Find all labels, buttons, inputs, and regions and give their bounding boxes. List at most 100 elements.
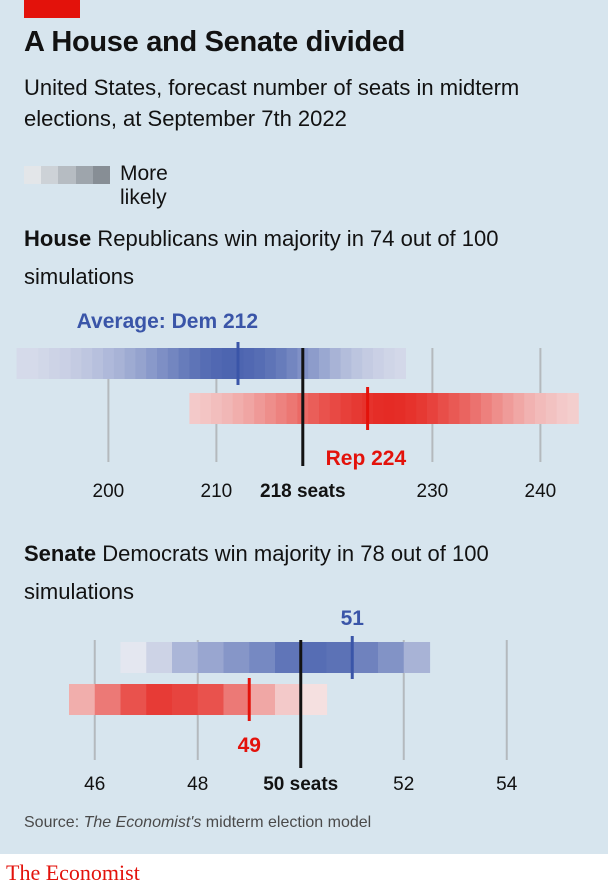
probability-cell-dem [403, 642, 431, 673]
probability-cell-dem [383, 348, 396, 379]
probability-cell-rep [351, 393, 363, 424]
probability-cell-rep [275, 393, 288, 424]
probability-cell-rep [556, 393, 568, 424]
probability-cell-dem [70, 348, 82, 379]
probability-cell-rep [535, 393, 547, 424]
average-label-rep: Rep 224 [326, 447, 407, 470]
probability-cell-dem [178, 348, 190, 379]
probability-cell-dem [211, 348, 223, 379]
probability-cell-rep [232, 393, 244, 424]
probability-cell-dem [81, 348, 93, 379]
probability-cell-dem [38, 348, 50, 379]
probability-cell-dem [254, 348, 266, 379]
senate-chamber-label: Senate [24, 541, 97, 566]
probability-cell-rep [69, 684, 96, 715]
x-tick-label: 230 [417, 481, 449, 502]
probability-cell-dem [27, 348, 39, 379]
average-label-rep: 49 [238, 734, 261, 757]
brand-red-tag [24, 0, 80, 18]
probability-cell-rep [319, 393, 331, 424]
probability-cell-rep [94, 684, 122, 715]
probability-cell-dem [146, 348, 158, 379]
probability-cell-dem [120, 642, 147, 673]
probability-cell-dem [167, 348, 180, 379]
majority-label: 218 seats [260, 481, 346, 502]
probability-cell-dem [59, 348, 72, 379]
brand-wordmark: The Economist [6, 860, 140, 885]
probability-cell-dem [265, 348, 277, 379]
probability-cell-dem [92, 348, 104, 379]
probability-cell-rep [513, 393, 525, 424]
probability-cell-dem [319, 348, 331, 379]
legend-swatch [24, 166, 42, 184]
probability-cell-rep [197, 684, 225, 715]
legend-gradient-swatches [24, 166, 111, 184]
probability-cell-dem [394, 348, 406, 379]
probability-cell-dem [221, 348, 234, 379]
x-tick-label: 240 [525, 481, 557, 502]
probability-cell-rep [189, 393, 201, 424]
source-italic: The Economist's [83, 814, 202, 831]
senate-headline: Democrats win majority in 78 out of 100 … [24, 541, 489, 604]
source-suffix: midterm election model [201, 814, 372, 831]
probability-cell-rep [481, 393, 493, 424]
probability-cell-rep [275, 684, 302, 715]
probability-cell-rep [459, 393, 471, 424]
probability-cell-rep [223, 684, 250, 715]
probability-cell-rep [491, 393, 504, 424]
probability-cell-rep [567, 393, 579, 424]
probability-cell-rep [427, 393, 439, 424]
house-seat-distribution-chart: 200 210 230 240 Average: Dem 212 Rep 224 218 s… [16, 310, 579, 502]
probability-cell-dem [16, 348, 28, 379]
chart-card: A House and Senate divided United States… [0, 0, 608, 854]
house-chamber-label: House [24, 226, 92, 251]
probability-cell-dem [197, 642, 225, 673]
probability-cell-dem [275, 348, 288, 379]
probability-cell-rep [300, 684, 328, 715]
x-tick-label: 210 [201, 481, 233, 502]
x-tick-label: 200 [93, 481, 125, 502]
source-prefix: Source: [24, 814, 84, 831]
majority-label: 50 seats [263, 774, 338, 795]
average-label-dem: 51 [341, 607, 365, 630]
probability-cell-rep [373, 393, 385, 424]
source-note: Source: The Economist's midterm election… [24, 814, 371, 832]
probability-cell-rep [448, 393, 460, 424]
probability-cell-rep [524, 393, 536, 424]
probability-cell-dem [326, 642, 353, 673]
senate-section-heading: Senate Democrats win majority in 78 out … [24, 535, 584, 611]
probability-cell-dem [308, 348, 320, 379]
probability-cell-rep [254, 393, 266, 424]
probability-cell-rep [200, 393, 212, 424]
probability-cell-rep [394, 393, 406, 424]
probability-cell-dem [49, 348, 61, 379]
probability-cell-dem [146, 642, 173, 673]
probability-cell-dem [249, 642, 276, 673]
legend-swatch [41, 166, 59, 184]
probability-cell-rep [405, 393, 417, 424]
probability-cell-rep [329, 393, 342, 424]
probability-cell-rep [249, 684, 276, 715]
x-tick-label: 52 [393, 774, 414, 795]
probability-cell-dem [135, 348, 147, 379]
probability-cell-dem [113, 348, 126, 379]
probability-cell-rep [221, 393, 234, 424]
probability-cell-rep [172, 684, 199, 715]
probability-cell-dem [362, 348, 374, 379]
probability-cell-rep [243, 393, 255, 424]
probability-cell-dem [300, 642, 328, 673]
probability-cell-dem [189, 348, 201, 379]
probability-cell-dem [286, 348, 298, 379]
legend-swatch [58, 166, 76, 184]
x-tick-label: 48 [187, 774, 208, 795]
average-label-dem: Average: Dem 212 [77, 310, 258, 333]
probability-cell-rep [383, 393, 396, 424]
probability-cell-dem [243, 348, 255, 379]
probability-cell-dem [351, 348, 363, 379]
probability-cell-rep [265, 393, 277, 424]
house-section-heading: House Republicans win majority in 74 out… [24, 220, 584, 296]
probability-cell-rep [470, 393, 482, 424]
probability-cell-rep [120, 684, 147, 715]
legend-swatch [75, 166, 93, 184]
